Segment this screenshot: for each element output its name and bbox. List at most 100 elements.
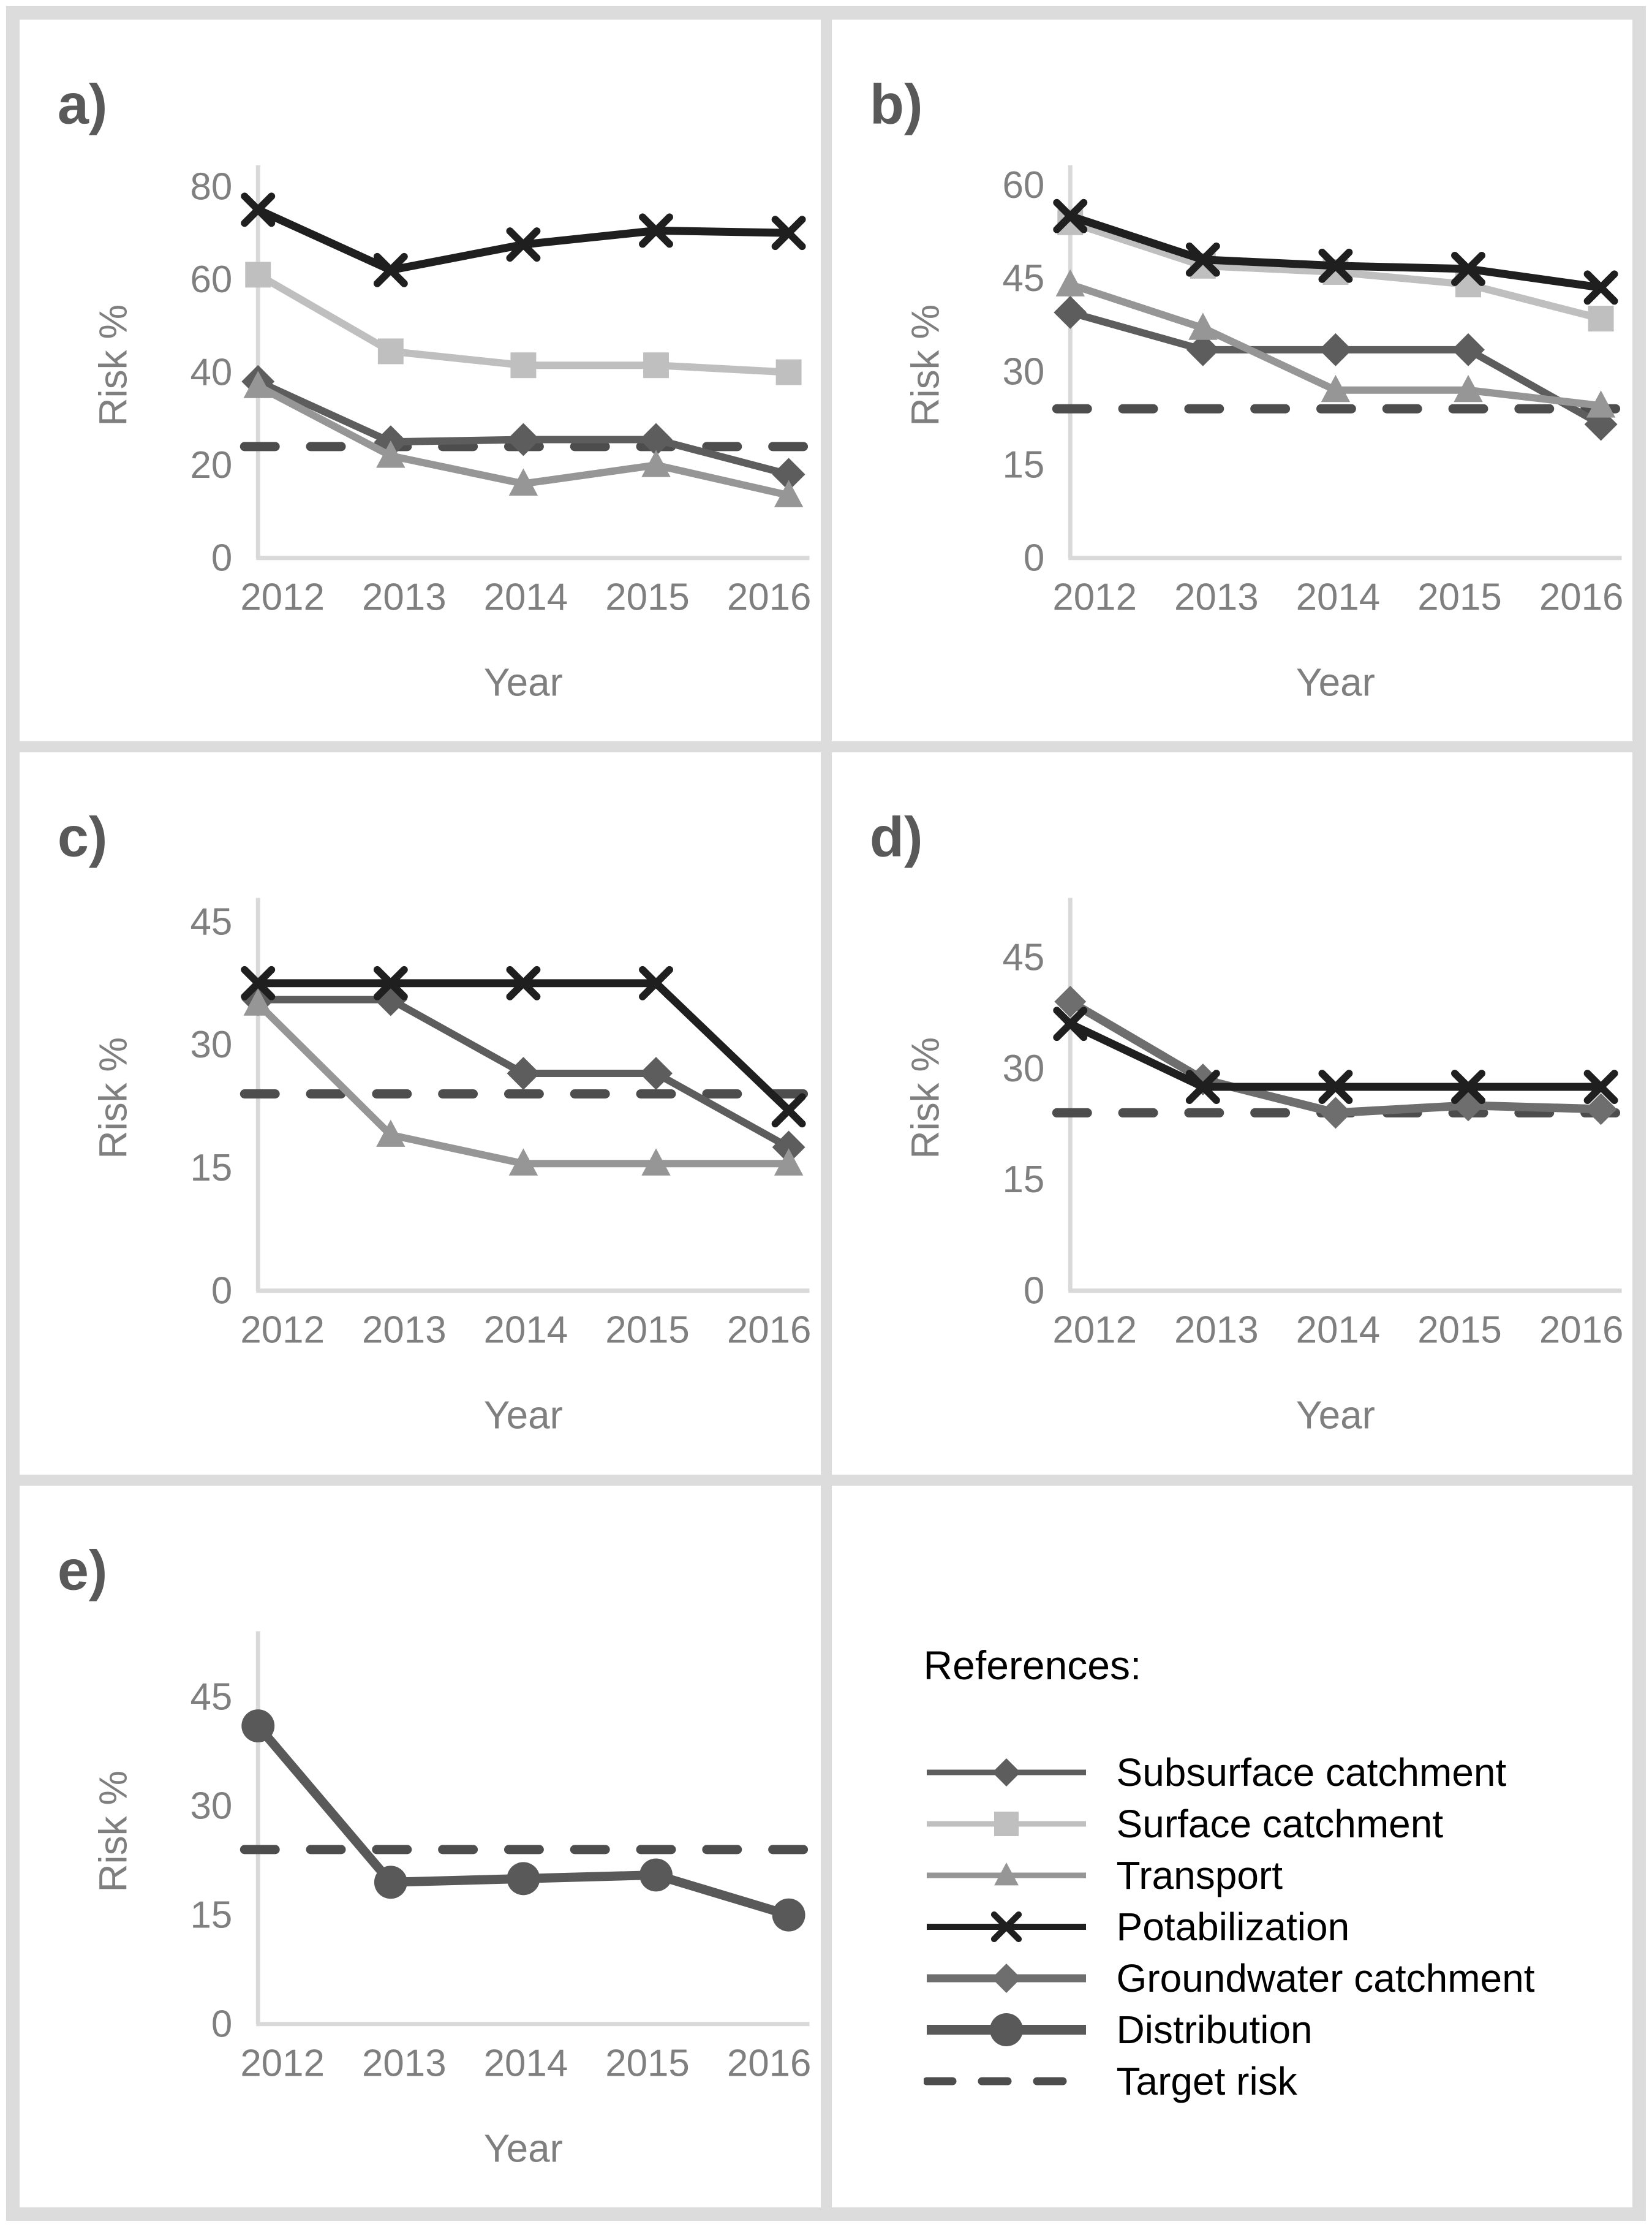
x-tick-label: 2012 xyxy=(1052,577,1137,619)
x-tick-label: 2015 xyxy=(605,2042,690,2084)
square-marker xyxy=(245,262,271,288)
circle-marker xyxy=(374,1865,407,1899)
x-tick-label: 2014 xyxy=(1296,1309,1380,1352)
x-marker xyxy=(1052,199,1087,233)
y-axis-title: Risk % xyxy=(91,1770,135,1892)
legend-item-potabilization: Potabilization xyxy=(924,1901,1596,1953)
x-tick-label: 2012 xyxy=(240,1309,325,1352)
x-marker xyxy=(241,966,276,1001)
x-tick-label: 2013 xyxy=(362,1309,447,1352)
x-tick-label: 2012 xyxy=(1052,1309,1137,1352)
y-axis-title: Risk % xyxy=(91,304,135,426)
y-tick-label: 30 xyxy=(1002,350,1044,393)
legend-sample-target xyxy=(923,2077,1089,2085)
legend-item-label: Surface catchment xyxy=(1116,1801,1444,1846)
x-tick-label: 2016 xyxy=(727,2042,812,2084)
x-marker xyxy=(1450,251,1485,286)
legend-sample-subsurface xyxy=(926,1758,1086,1787)
legend-item-surface: Surface catchment xyxy=(924,1798,1596,1850)
x-marker xyxy=(1583,270,1618,305)
x-marker xyxy=(506,966,541,1001)
x-marker xyxy=(639,213,673,248)
diamond-marker xyxy=(1451,333,1485,366)
y-tick-label: 40 xyxy=(190,352,233,394)
triangle-marker xyxy=(1321,374,1350,403)
x-tick-label: 2015 xyxy=(1417,577,1502,619)
diamond-marker xyxy=(1053,295,1087,329)
triangle-marker xyxy=(1586,390,1615,418)
legend-item-label: Target risk xyxy=(1116,2059,1297,2103)
x-tick-label: 2016 xyxy=(1539,1309,1623,1352)
y-axis-title: Risk % xyxy=(903,304,947,426)
chart-panel-d: d) 0 15 30 45 Risk % 2012 2013 2014 2015 2016 Year xyxy=(831,752,1632,1475)
x-tick-label: 2016 xyxy=(727,577,812,619)
square-marker xyxy=(994,1811,1019,1836)
panel-grid: a) 0 20 40 60 80 Risk % 2012 2013 2014 2015 2016 Yea… xyxy=(6,6,1646,2221)
x-tick-label: 2015 xyxy=(605,1309,690,1352)
chart-d-svg: d) 0 15 30 45 Risk % 2012 2013 2014 2015 2016 Year xyxy=(869,806,1626,1437)
legend-item-transport: Transport xyxy=(924,1850,1596,1901)
x-tick-label: 2014 xyxy=(484,577,568,619)
x-tick-label: 2015 xyxy=(605,577,690,619)
triangle-marker xyxy=(774,480,804,507)
legend-panel: References: Subsurface catchment Surface … xyxy=(831,1485,1632,2207)
x-marker xyxy=(1185,242,1220,277)
legend-item-distribution: Distribution xyxy=(924,2004,1596,2055)
y-tick-label: 60 xyxy=(1002,164,1044,206)
x-tick-label: 2013 xyxy=(1174,1309,1258,1352)
square-marker xyxy=(775,359,802,385)
x-axis-title: Year xyxy=(1296,660,1375,704)
x-marker xyxy=(373,252,408,287)
circle-marker xyxy=(241,1709,275,1742)
triangle-marker xyxy=(1188,312,1218,340)
x-marker xyxy=(1052,1007,1087,1042)
x-tick-label: 2012 xyxy=(240,577,325,619)
y-tick-label: 45 xyxy=(190,901,233,943)
circle-marker xyxy=(772,1898,805,1932)
x-marker xyxy=(1185,1070,1220,1105)
x-tick-label: 2013 xyxy=(362,577,447,619)
diamond-marker xyxy=(639,1057,673,1091)
panel-letter: d) xyxy=(869,806,922,869)
y-tick-label: 30 xyxy=(1002,1048,1044,1090)
chart-panel-e: e) 0 15 30 45 Risk % 2012 2013 2014 2015 2016 Year xyxy=(20,1485,821,2207)
legend-sample-groundwater xyxy=(926,1963,1086,1993)
triangle-marker xyxy=(641,1148,671,1176)
x-marker xyxy=(990,1911,1022,1942)
y-tick-label: 0 xyxy=(211,537,232,580)
circle-marker xyxy=(989,2013,1023,2046)
x-tick-label: 2013 xyxy=(1174,577,1258,619)
triangle-marker xyxy=(1453,374,1483,403)
legend-item-label: Potabilization xyxy=(1116,1904,1350,1949)
diamond-marker xyxy=(991,1963,1021,1993)
chart-panel-a: a) 0 20 40 60 80 Risk % 2012 2013 2014 2015 2016 Yea… xyxy=(20,20,821,742)
y-tick-label: 30 xyxy=(190,1785,233,1827)
y-tick-label: 0 xyxy=(211,1270,232,1312)
y-tick-label: 0 xyxy=(211,2003,232,2045)
x-tick-label: 2013 xyxy=(362,2042,447,2084)
circle-marker xyxy=(639,1858,673,1892)
x-tick-label: 2014 xyxy=(1296,577,1380,619)
diamond-marker xyxy=(772,458,805,491)
y-tick-label: 0 xyxy=(1023,1270,1044,1312)
x-axis-title: Year xyxy=(484,1393,563,1437)
panel-letter: c) xyxy=(58,806,108,869)
x-marker xyxy=(639,966,673,1001)
y-tick-label: 80 xyxy=(190,165,233,208)
legend-item-label: Subsurface catchment xyxy=(1116,1750,1507,1794)
x-marker xyxy=(373,966,408,1001)
x-axis-title: Year xyxy=(484,2126,563,2170)
triangle-marker xyxy=(508,468,538,496)
chart-a-svg: a) 0 20 40 60 80 Risk % 2012 2013 2014 2015 2016 Yea… xyxy=(58,74,815,704)
x-tick-label: 2016 xyxy=(1539,577,1623,619)
legend-item-label: Groundwater catchment xyxy=(1116,1956,1535,2000)
legend-item-subsurface: Subsurface catchment xyxy=(924,1747,1596,1798)
square-marker xyxy=(643,352,669,379)
triangle-marker xyxy=(994,1862,1019,1886)
legend-sample-surface xyxy=(926,1811,1086,1836)
y-tick-label: 45 xyxy=(1002,937,1044,979)
x-axis-title: Year xyxy=(484,660,563,704)
diamond-marker xyxy=(772,1130,805,1164)
series-line-potabilization xyxy=(1068,1020,1601,1091)
y-tick-label: 20 xyxy=(190,444,233,486)
